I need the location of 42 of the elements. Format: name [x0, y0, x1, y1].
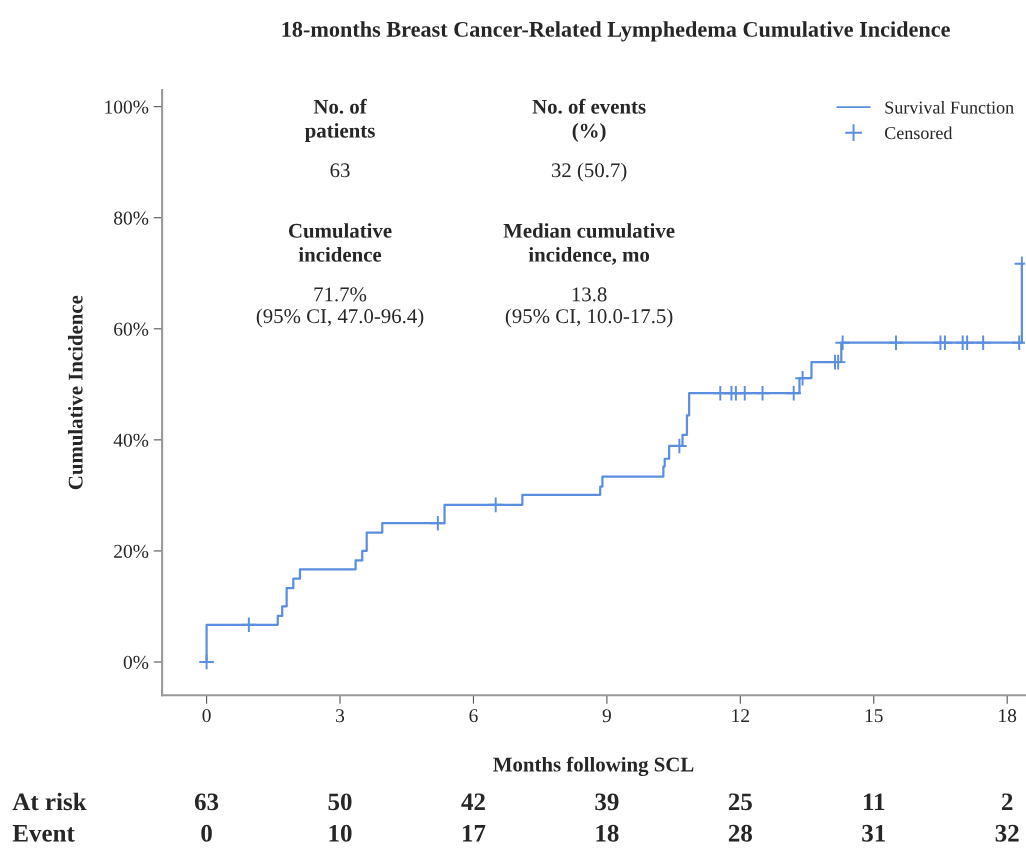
annotation: Cumulative incidence: [288, 223, 392, 262]
text: 25: [728, 793, 752, 811]
text: 50: [328, 793, 352, 811]
x-tick-label: 18: [999, 709, 1017, 723]
y-tick-label: 40%: [113, 433, 149, 447]
text: 17: [462, 824, 486, 842]
annotation: 63: [330, 163, 350, 178]
annotation: 13.8 (95% CI, 10.0-17.5): [505, 287, 673, 328]
annotation: 71.7% (95% CI, 47.0-96.4): [256, 287, 424, 328]
x-tick-label: 0: [202, 709, 211, 723]
legend-label: Survival Function: [885, 100, 1014, 114]
x-tick-label: 12: [732, 709, 749, 723]
y-tick-label: 100%: [105, 100, 149, 114]
y-tick-label: 20%: [114, 544, 149, 558]
text: 11: [863, 793, 885, 811]
annotation: No. of events (%): [532, 98, 646, 142]
text: 39: [595, 793, 619, 811]
x-tick-label: 15: [865, 709, 883, 723]
x-tick-label: 9: [602, 709, 611, 723]
text: 42: [461, 793, 485, 811]
text: 18: [596, 824, 619, 842]
text: 28: [728, 824, 752, 842]
text: 31: [862, 824, 885, 842]
text: 10: [329, 824, 352, 842]
x-tick-label: 6: [469, 709, 478, 723]
annotation: No. of patients: [304, 98, 375, 142]
text: Event: [12, 825, 75, 842]
legend-label: Censored: [884, 126, 953, 140]
text: 63: [194, 793, 219, 811]
text: At risk: [12, 792, 87, 811]
y-axis-title: Cumulative Incidence: [67, 295, 83, 490]
chart-title: 18-months Breast Cancer-Related Lymphedema Cumulative Incidence: [282, 21, 950, 42]
x-axis-title: Months following SCL: [493, 756, 694, 776]
text: 2: [1001, 793, 1013, 811]
y-tick-label: 0%: [123, 655, 149, 670]
text: 0: [201, 824, 212, 842]
x-tick-label: 3: [336, 709, 345, 723]
annotation: 32 (50.7): [551, 162, 627, 182]
y-tick-label: 80%: [114, 211, 149, 225]
annotation: Median cumulative incidence, mo: [503, 223, 675, 265]
y-tick-label: 60%: [114, 322, 149, 336]
text: 32: [995, 824, 1019, 842]
